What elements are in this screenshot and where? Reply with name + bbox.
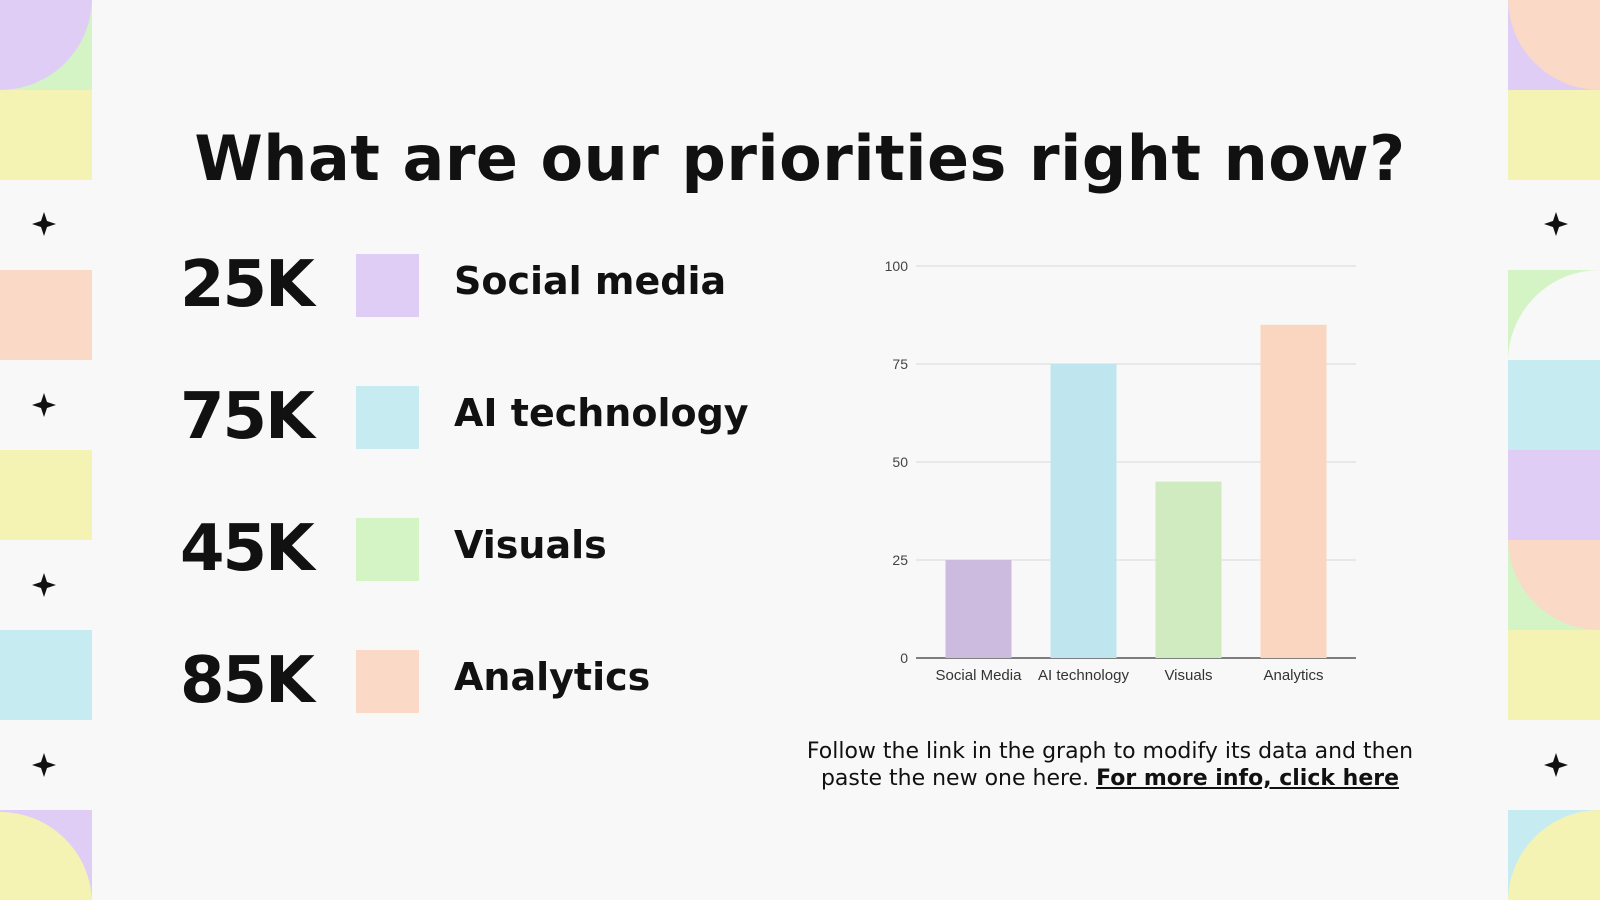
x-tick-label: Analytics bbox=[1263, 667, 1323, 684]
bar bbox=[945, 560, 1012, 658]
left-tile-sky bbox=[0, 630, 92, 720]
legend-row-social-media: 25K Social media bbox=[180, 252, 800, 318]
y-tick-label: 75 bbox=[892, 356, 908, 372]
caption-text: Follow the link in the graph to modify i… bbox=[806, 739, 1414, 791]
legend-row-analytics: 85K Analytics bbox=[180, 648, 800, 714]
legend-swatch bbox=[356, 386, 419, 449]
legend-value: 25K bbox=[180, 248, 315, 322]
star-icon bbox=[1544, 212, 1568, 236]
legend-value: 85K bbox=[180, 644, 315, 718]
star-icon bbox=[32, 573, 56, 597]
bar-chart-svg[interactable]: 0 25 50 75 100 Social Media AI technology Visua… bbox=[860, 240, 1380, 700]
slide-title: What are our priorities right now? bbox=[194, 122, 1406, 195]
left-decor-column bbox=[0, 0, 92, 900]
x-tick-label: AI technology bbox=[1038, 667, 1129, 684]
left-tile-yellow-quarter bbox=[0, 811, 92, 900]
legend-label: Visuals bbox=[454, 523, 607, 567]
left-tile-peach bbox=[0, 270, 92, 360]
left-tile-yellow-2 bbox=[0, 450, 92, 540]
legend-value: 75K bbox=[180, 380, 315, 454]
right-tile-peach-quarter-2 bbox=[1508, 540, 1600, 630]
x-tick-label: Social Media bbox=[936, 667, 1023, 684]
legend-row-ai-technology: 75K AI technology bbox=[180, 384, 800, 450]
right-tile-peach-quarter bbox=[1508, 0, 1600, 90]
bar-chart[interactable]: 0 25 50 75 100 Social Media AI technology Visua… bbox=[860, 240, 1380, 700]
legend-label: Analytics bbox=[454, 655, 651, 699]
legend-value: 45K bbox=[180, 512, 315, 586]
right-tile-lavender-2 bbox=[1508, 450, 1600, 540]
star-icon bbox=[32, 753, 56, 777]
legend-swatch bbox=[356, 650, 419, 713]
y-tick-label: 100 bbox=[885, 258, 909, 274]
legend-swatch bbox=[356, 254, 419, 317]
bar bbox=[1155, 481, 1222, 658]
caption: Follow the link in the graph to modify i… bbox=[800, 738, 1420, 792]
star-icon bbox=[32, 393, 56, 417]
star-icon bbox=[1544, 753, 1568, 777]
legend-label: Social media bbox=[454, 259, 727, 303]
right-tile-sky bbox=[1508, 360, 1600, 450]
right-tile-yellow-2 bbox=[1508, 630, 1600, 720]
y-tick-label: 50 bbox=[892, 454, 908, 470]
y-tick-label: 0 bbox=[900, 650, 908, 666]
x-tick-label: Visuals bbox=[1164, 667, 1212, 684]
bar bbox=[1260, 324, 1327, 658]
right-tile-yellow-quarter bbox=[1508, 810, 1600, 900]
star-icon bbox=[32, 212, 56, 236]
right-decor-column bbox=[1508, 0, 1600, 900]
legend-row-visuals: 45K Visuals bbox=[180, 516, 800, 582]
right-tile-mint-cutout bbox=[1508, 270, 1600, 360]
bar bbox=[1050, 364, 1117, 658]
right-tile-yellow-1 bbox=[1508, 90, 1600, 180]
left-tile-yellow-1 bbox=[0, 90, 92, 180]
left-tile-lavender-quarter bbox=[0, 0, 92, 90]
legend-swatch bbox=[356, 518, 419, 581]
more-info-link[interactable]: For more info, click here bbox=[1096, 766, 1400, 791]
y-tick-label: 25 bbox=[892, 552, 908, 568]
legend-label: AI technology bbox=[454, 391, 749, 435]
